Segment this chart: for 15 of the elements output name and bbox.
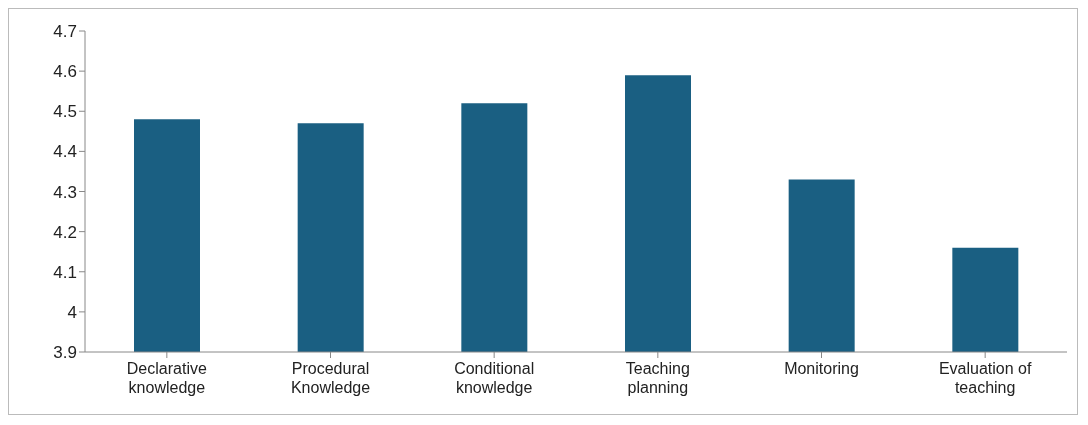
x-tick-label: Procedural Knowledge [290, 360, 371, 396]
x-tick-label: Conditional knowledge [454, 360, 535, 396]
y-tick-label: 4.4 [53, 142, 77, 162]
y-tick-label: 4.5 [53, 102, 77, 122]
y-tick-label: 4.2 [53, 222, 77, 242]
x-tick-label: Teaching planning [625, 360, 690, 396]
x-tick-label: Declarative knowledge [126, 360, 207, 396]
x-tick-label: Evaluation of teaching [938, 360, 1032, 396]
y-tick-label: 4.6 [53, 62, 77, 82]
y-tick-label: 4 [67, 302, 77, 322]
y-tick-label: 4.7 [53, 22, 77, 42]
x-tick-label: Monitoring [784, 360, 859, 377]
y-tick-label: 3.9 [53, 343, 77, 363]
y-tick-label: 4.3 [53, 182, 77, 202]
y-tick-label: 4.1 [53, 262, 77, 282]
